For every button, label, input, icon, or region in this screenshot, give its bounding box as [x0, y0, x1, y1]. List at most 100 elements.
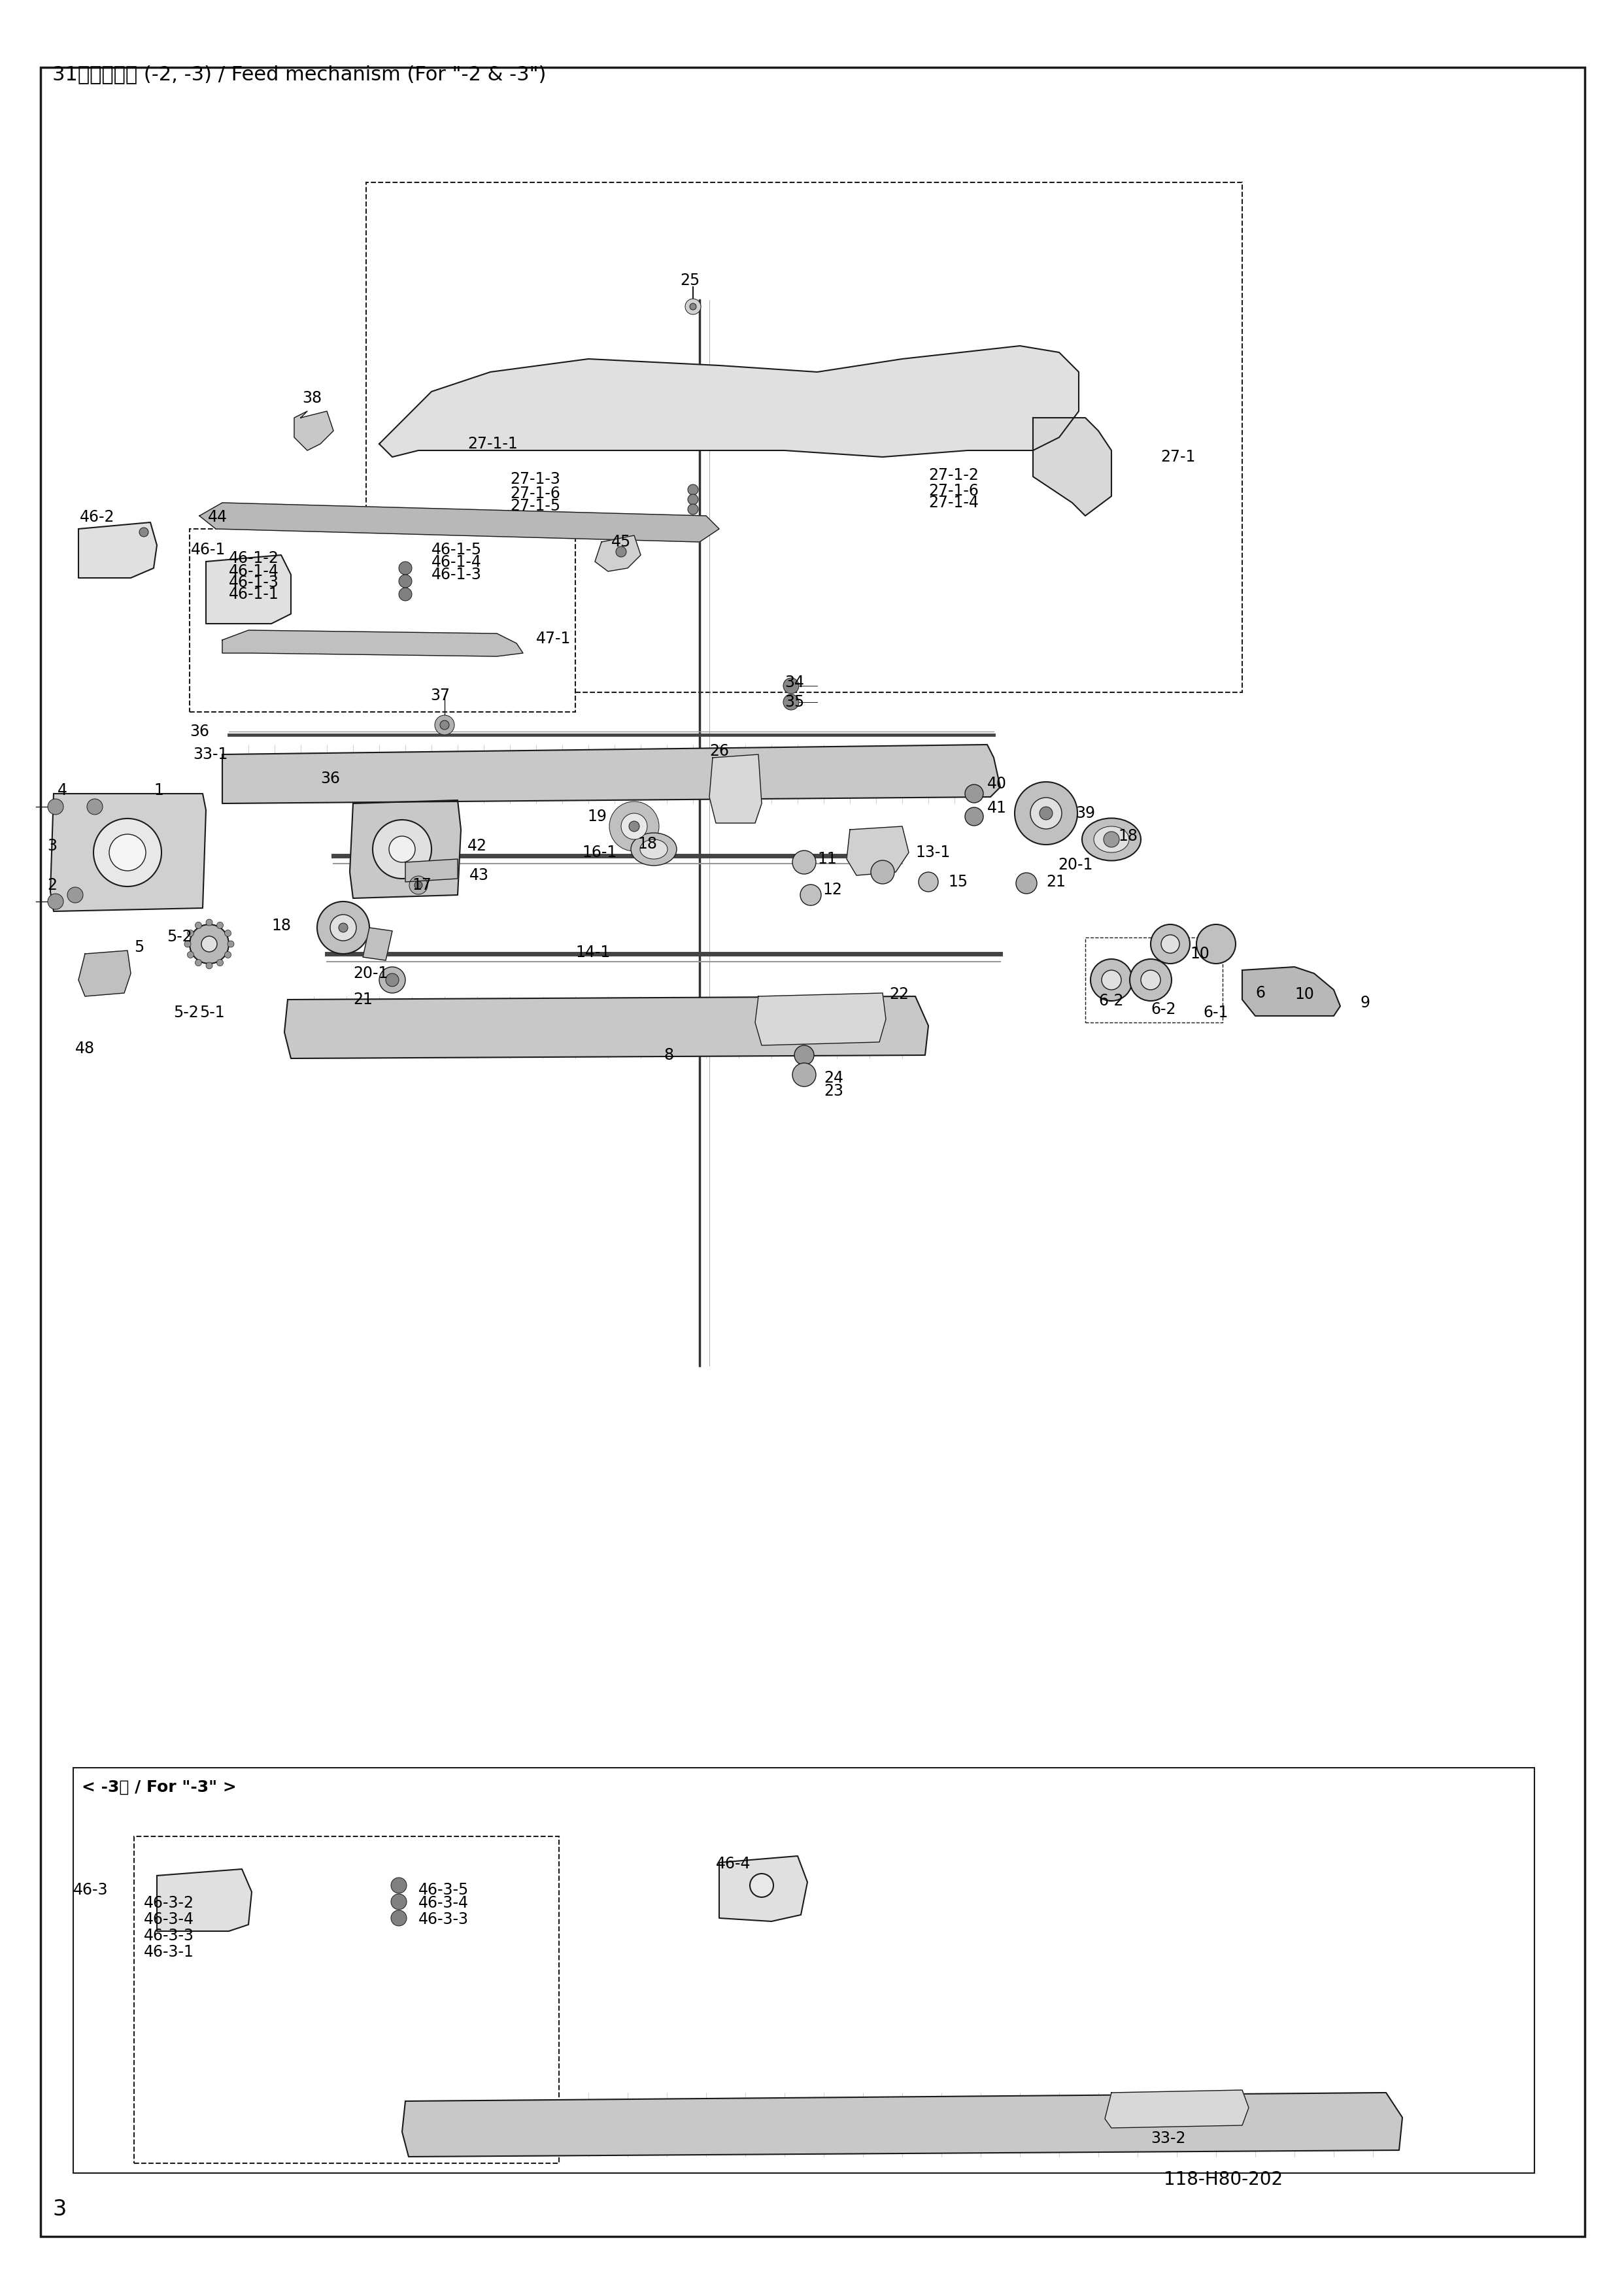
Polygon shape: [158, 1870, 252, 1932]
Circle shape: [870, 860, 895, 883]
Text: 9: 9: [1359, 996, 1369, 1012]
Text: 46-1-4: 46-1-4: [229, 564, 279, 578]
Text: 6-2: 6-2: [1098, 993, 1124, 1009]
Circle shape: [190, 924, 229, 963]
Text: 8: 8: [664, 1048, 674, 1062]
Polygon shape: [1242, 966, 1340, 1016]
Circle shape: [689, 505, 698, 514]
Text: 5-2: 5-2: [167, 929, 192, 945]
Text: 11: 11: [817, 851, 836, 867]
Text: 36: 36: [320, 771, 339, 787]
Text: 46-3-2: 46-3-2: [145, 1895, 195, 1911]
Circle shape: [378, 966, 406, 993]
Circle shape: [372, 819, 432, 879]
Circle shape: [195, 922, 201, 929]
Polygon shape: [78, 523, 158, 578]
Text: 47-1: 47-1: [536, 631, 572, 647]
Circle shape: [690, 303, 697, 310]
Circle shape: [400, 574, 412, 587]
Circle shape: [339, 922, 348, 931]
Text: 17: 17: [412, 876, 432, 892]
Circle shape: [628, 821, 640, 830]
Text: 12: 12: [822, 881, 841, 897]
Polygon shape: [362, 927, 393, 961]
Text: 27-1-5: 27-1-5: [510, 498, 560, 514]
Text: 18: 18: [271, 918, 291, 934]
Circle shape: [201, 936, 218, 952]
Text: 48: 48: [75, 1041, 94, 1058]
Circle shape: [615, 546, 627, 557]
Circle shape: [206, 920, 213, 927]
Circle shape: [1030, 798, 1062, 828]
Text: 46-2: 46-2: [80, 509, 115, 525]
Circle shape: [216, 959, 222, 966]
Text: 27-1-6: 27-1-6: [510, 486, 560, 502]
Text: 46-3-3: 46-3-3: [145, 1927, 195, 1943]
Polygon shape: [1033, 418, 1111, 516]
Text: 36: 36: [190, 723, 209, 739]
Polygon shape: [594, 535, 641, 571]
Polygon shape: [206, 555, 291, 624]
Text: 46-3-1: 46-3-1: [145, 1945, 195, 1959]
Circle shape: [783, 695, 799, 709]
Text: 46-1-1: 46-1-1: [229, 587, 279, 601]
Circle shape: [1015, 782, 1077, 844]
Circle shape: [67, 888, 83, 904]
Circle shape: [685, 298, 702, 314]
Text: 1: 1: [154, 782, 164, 798]
Text: 46-3-4: 46-3-4: [145, 1911, 195, 1927]
Circle shape: [794, 1046, 814, 1064]
Bar: [365, 184, 1242, 693]
Text: 46-1-2: 46-1-2: [229, 551, 279, 567]
Polygon shape: [200, 502, 719, 541]
Text: 21: 21: [352, 991, 372, 1007]
Text: 33-1: 33-1: [193, 746, 227, 762]
Text: 46-1-3: 46-1-3: [229, 574, 279, 590]
Circle shape: [750, 1874, 773, 1897]
Circle shape: [689, 493, 698, 505]
Circle shape: [47, 798, 63, 814]
Circle shape: [609, 801, 659, 851]
Circle shape: [1039, 807, 1052, 819]
Circle shape: [965, 785, 983, 803]
Ellipse shape: [630, 833, 677, 865]
Circle shape: [400, 562, 412, 574]
Ellipse shape: [1095, 826, 1129, 853]
Text: 5-2: 5-2: [174, 1005, 198, 1021]
Circle shape: [206, 961, 213, 968]
Text: 5-1: 5-1: [200, 1005, 224, 1021]
Polygon shape: [846, 826, 909, 876]
Text: 14-1: 14-1: [575, 945, 611, 961]
Circle shape: [187, 952, 193, 959]
Polygon shape: [710, 755, 762, 824]
Text: 6: 6: [1255, 984, 1265, 1000]
Circle shape: [435, 716, 455, 734]
Text: 18: 18: [638, 835, 658, 851]
Text: 19: 19: [588, 810, 607, 824]
Text: 45: 45: [611, 535, 632, 551]
Circle shape: [919, 872, 939, 892]
Text: 20-1: 20-1: [1057, 858, 1093, 872]
Circle shape: [387, 973, 400, 986]
Circle shape: [317, 902, 369, 954]
Polygon shape: [294, 411, 333, 450]
Circle shape: [224, 929, 231, 936]
Bar: [73, 1769, 1535, 2172]
Text: 25: 25: [680, 273, 700, 289]
Circle shape: [1140, 970, 1161, 989]
Ellipse shape: [640, 840, 667, 858]
Polygon shape: [755, 993, 885, 1046]
Text: 46-1: 46-1: [192, 541, 226, 557]
Circle shape: [440, 720, 450, 729]
Text: 46-1-3: 46-1-3: [432, 567, 482, 583]
Circle shape: [620, 814, 648, 840]
Circle shape: [1090, 959, 1132, 1000]
Circle shape: [1197, 924, 1236, 963]
Ellipse shape: [1082, 819, 1140, 860]
Circle shape: [400, 587, 412, 601]
Text: 27-1: 27-1: [1161, 450, 1195, 466]
Polygon shape: [349, 801, 461, 899]
Text: 118-H80-202: 118-H80-202: [1164, 2170, 1283, 2188]
Text: 43: 43: [469, 867, 489, 883]
Text: 35: 35: [784, 695, 804, 709]
